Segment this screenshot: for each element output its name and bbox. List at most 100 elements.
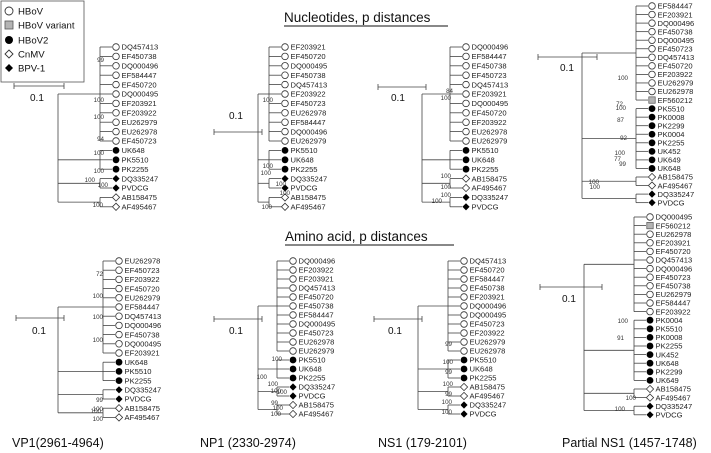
bootstrap-value: 99 — [445, 341, 452, 348]
leaf-marker-circle-open — [648, 36, 656, 44]
leaf-marker-circle-filled — [281, 147, 289, 154]
leaf-marker-circle-open — [460, 302, 468, 310]
bootstrap-value: 100 — [93, 202, 104, 209]
leaf-label: AF495467 — [122, 203, 157, 212]
leaf-marker-circle-open — [462, 43, 470, 51]
leaf-marker-diamond-open — [647, 181, 657, 190]
leaf-marker-circle-open — [112, 118, 120, 126]
bootstrap-value: 100 — [276, 181, 287, 188]
leaf-marker-circle-open — [281, 127, 289, 136]
leaf-label: PVDCG — [291, 184, 318, 193]
leaf-label: EF450720 — [470, 266, 505, 275]
leaf-marker-diamond-open — [461, 183, 471, 193]
bootstrap-value: 100 — [262, 204, 273, 211]
leaf-marker-circle-open — [281, 62, 289, 70]
leaf-marker-circle-open — [462, 71, 470, 79]
leaf-marker-circle-open — [112, 99, 120, 108]
leaf-label: EU262979 — [472, 137, 508, 146]
leaf-label: DQ000496 — [122, 62, 159, 71]
bootstrap-value: 100 — [91, 408, 102, 415]
leaf-marker-circle-open — [289, 293, 297, 301]
leaf-marker-circle-open — [289, 257, 297, 265]
leaf-label: EF450723 — [472, 71, 507, 80]
bootstrap-value: 100 — [626, 395, 637, 402]
leaf-marker-diamond-open — [111, 193, 121, 202]
bootstrap-value: 100 — [261, 170, 272, 177]
leaf-marker-circle-open — [115, 303, 123, 311]
scale-label-np1-aa: 0.1 — [229, 326, 243, 337]
leaf-marker-circle-open — [460, 320, 468, 328]
leaf-label: AF495467 — [658, 181, 693, 190]
bootstrap-value: 100 — [441, 184, 452, 191]
leaf-label: DQ335247 — [291, 174, 328, 183]
leaf-marker-circle-open — [646, 230, 654, 238]
bootstrap-value: 100 — [271, 388, 282, 395]
leaf-label: PK5510 — [125, 367, 152, 376]
bootstrap-value: 100 — [590, 184, 601, 191]
leaf-label: EU262978 — [299, 338, 335, 347]
leaf-marker-circle-open — [460, 284, 468, 292]
leaf-label: AF495467 — [125, 413, 160, 422]
legend-bpv1-marker — [5, 64, 13, 72]
leaf-label: AF495467 — [470, 392, 505, 401]
leaf-label: EF584447 — [658, 2, 693, 11]
leaf-label: EF203921 — [472, 90, 507, 99]
leaf-marker-circle-open — [281, 80, 289, 89]
leaf-marker-diamond-open — [645, 393, 655, 402]
legend-hbov-marker — [4, 6, 14, 16]
leaf-label: EF203921 — [125, 349, 160, 358]
leaf-marker-circle-open — [646, 256, 654, 264]
leaf-label: DQ000496 — [291, 127, 328, 136]
leaf-label: PK0008 — [656, 333, 683, 342]
legend-hbov2-marker — [5, 36, 13, 44]
bootstrap-value: 100 — [93, 416, 104, 423]
leaf-marker-circle-filled — [462, 156, 470, 164]
leaf-marker-diamond-filled — [648, 190, 656, 198]
leaf-marker-circle-open — [112, 90, 120, 98]
leaf-label: PK0008 — [658, 113, 685, 122]
leaf-label: PK2255 — [470, 374, 497, 383]
leaf-marker-circle-open — [460, 275, 468, 283]
bootstrap-value: 100 — [93, 314, 104, 321]
bootstrap-value: 100 — [616, 105, 627, 112]
bootstrap-value: 100 — [441, 173, 452, 180]
leaf-label: EF450738 — [656, 282, 691, 291]
leaf-marker-circle-filled — [646, 359, 654, 367]
leaf-label: AB158475 — [291, 193, 326, 202]
leaf-marker-diamond-filled — [115, 395, 123, 403]
leaf-marker-circle-open — [281, 99, 289, 108]
leaf-marker-circle-open — [462, 137, 470, 145]
leaf-label: EF450720 — [125, 284, 160, 293]
leaf-marker-circle-filled — [648, 113, 656, 121]
leaf-marker-circle-filled — [115, 368, 123, 375]
leaf-label: EF203922 — [658, 70, 693, 79]
leaf-marker-circle-filled — [112, 165, 120, 173]
leaf-marker-circle-filled — [646, 342, 654, 350]
leaf-marker-circle-open — [112, 80, 120, 89]
leaf-label: EF203921 — [291, 43, 326, 52]
leaf-marker-circle-open — [646, 247, 654, 256]
leaf-label: EU262978 — [470, 347, 506, 356]
scale-label-np1-nt: 0.1 — [229, 111, 243, 122]
bootstrap-value: 100 — [98, 182, 109, 189]
bootstrap-value: 100 — [273, 405, 284, 412]
leaf-label: AB158475 — [472, 174, 507, 183]
leaf-label: EF450720 — [122, 80, 157, 89]
leaf-marker-circle-open — [289, 302, 297, 310]
leaf-label: DQ335247 — [122, 174, 159, 183]
leaf-label: PK2255 — [472, 165, 499, 174]
tree-pns1-nt: EF584447EF203921DQ000496EF450738DQ000495… — [581, 2, 695, 207]
leaf-label: EU262978 — [291, 109, 327, 118]
leaf-label: PK2255 — [656, 342, 683, 351]
leaf-marker-diamond-filled — [289, 392, 297, 400]
leaf-label: EF450738 — [470, 284, 505, 293]
scale-label-ns1-nt: 0.1 — [391, 93, 405, 104]
leaf-marker-circle-filled — [648, 122, 656, 130]
leaf-marker-circle-open — [460, 266, 468, 274]
leaf-label: DQ335247 — [658, 190, 695, 199]
leaf-label: UK452 — [658, 147, 681, 156]
leaf-marker-circle-filled — [646, 334, 654, 341]
legend-hbov2-label: HBoV2 — [18, 36, 48, 47]
leaf-label: DQ000496 — [299, 257, 336, 266]
bootstrap-value: 77 — [614, 156, 621, 163]
